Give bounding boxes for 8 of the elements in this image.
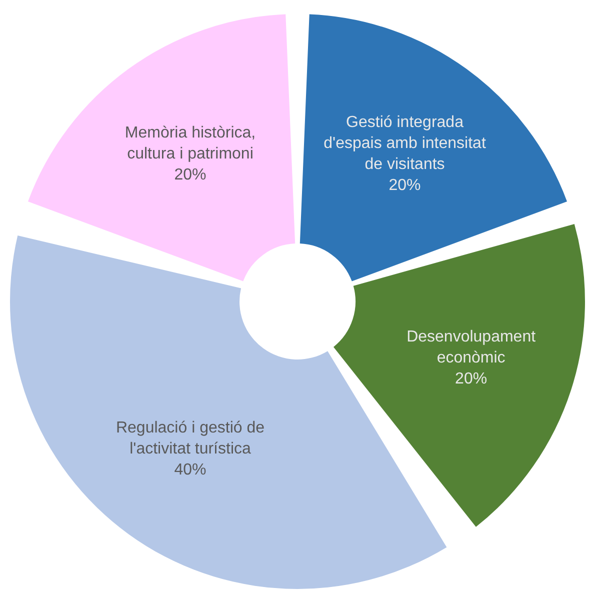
data-label: 20% <box>455 370 488 388</box>
slice-label: Desenvolupament econòmic <box>406 328 536 366</box>
data-label: 20% <box>388 176 421 194</box>
slice-label: Memòria històrica, cultura i patrimoni <box>124 124 256 162</box>
data-label: 40% <box>174 462 206 479</box>
data-label: 20% <box>174 166 206 184</box>
slice-label: Gestió integrada d'espais amb intensitat de visitants <box>324 114 486 173</box>
slice-label: Regulació i gestió de l'activitat turística <box>116 420 265 458</box>
